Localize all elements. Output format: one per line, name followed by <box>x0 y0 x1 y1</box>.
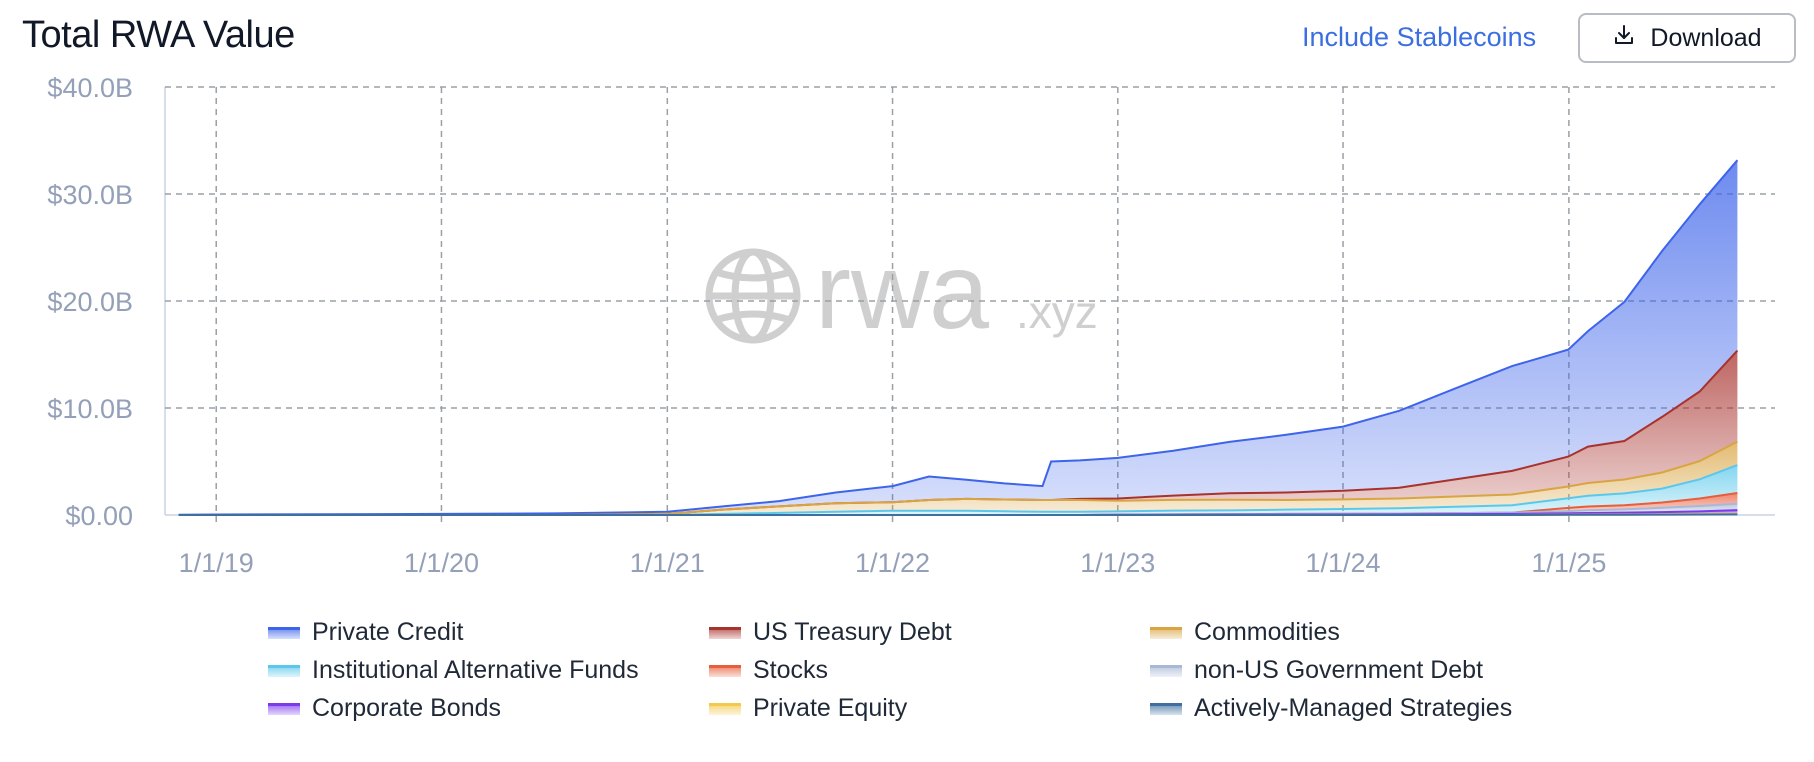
x-tick-label: 1/1/19 <box>179 548 254 578</box>
legend-label: non-US Government Debt <box>1194 656 1484 684</box>
legend-label: Private Credit <box>312 618 464 646</box>
page-title: Total RWA Value <box>22 14 295 56</box>
download-icon <box>1612 23 1636 54</box>
legend-label: Commodities <box>1194 618 1340 646</box>
area-commodities <box>178 441 1738 515</box>
legend-label: Private Equity <box>753 694 908 722</box>
watermark: rwa .xyz <box>705 230 1098 351</box>
x-axis: 1/1/19 1/1/20 1/1/21 1/1/22 1/1/23 1/1/24 1/1/… <box>179 548 1607 578</box>
x-tick-label: 1/1/21 <box>630 548 705 578</box>
line-private-credit <box>178 159 1739 516</box>
legend-swatch <box>709 702 741 715</box>
x-tick-label: 1/1/23 <box>1080 548 1155 578</box>
legend-item[interactable]: Institutional Alternative Funds <box>268 656 639 685</box>
legend-swatch <box>268 664 300 677</box>
y-tick-label: $40.0B <box>47 73 133 103</box>
watermark-text: rwa <box>815 230 990 351</box>
legend-swatch <box>709 664 741 677</box>
legend-item[interactable]: Commodities <box>1150 618 1340 647</box>
legend-item[interactable]: Corporate Bonds <box>268 694 501 723</box>
legend-item[interactable]: Actively-Managed Strategies <box>1150 694 1512 723</box>
legend-item[interactable]: Stocks <box>709 656 828 685</box>
include-stablecoins-toggle[interactable]: Include Stablecoins <box>1302 22 1537 52</box>
legend-label: US Treasury Debt <box>753 618 952 646</box>
legend-item[interactable]: non-US Government Debt <box>1150 656 1483 685</box>
legend-label: Stocks <box>753 656 829 684</box>
legend-label: Actively-Managed Strategies <box>1194 694 1513 722</box>
legend-swatch <box>268 702 300 715</box>
download-label: Download <box>1650 23 1762 52</box>
legend-swatch <box>268 626 300 639</box>
y-tick-label: $10.0B <box>47 394 133 424</box>
x-tick-label: 1/1/24 <box>1305 548 1380 578</box>
y-axis: $0.00 $10.0B $20.0B $30.0B $40.0B <box>47 73 133 531</box>
download-button[interactable]: Download <box>1578 13 1796 63</box>
y-tick-label: $0.00 <box>65 501 133 531</box>
line-actively-managed-strategies <box>178 513 1738 516</box>
legend-item[interactable]: US Treasury Debt <box>709 618 952 647</box>
legend-swatch <box>1150 664 1182 677</box>
series-areas <box>178 159 1739 516</box>
area-chart: rwa .xyz $0.00 $10.0B $20.0B $30.0B $40.0B 1… <box>47 73 1775 578</box>
legend-item[interactable]: Private Equity <box>709 694 907 723</box>
legend-swatch <box>1150 702 1182 715</box>
legend-item[interactable]: Private Credit <box>268 618 463 647</box>
y-tick-label: $30.0B <box>47 180 133 210</box>
legend-swatch <box>709 626 741 639</box>
globe-icon <box>705 248 801 344</box>
x-tick-label: 1/1/20 <box>404 548 479 578</box>
legend-label: Corporate Bonds <box>312 694 502 722</box>
legend-swatch <box>1150 626 1182 639</box>
y-tick-label: $20.0B <box>47 287 133 317</box>
x-tick-label: 1/1/25 <box>1531 548 1606 578</box>
watermark-suffix: .xyz <box>1016 286 1098 338</box>
x-tick-label: 1/1/22 <box>855 548 930 578</box>
legend-label: Institutional Alternative Funds <box>312 656 639 684</box>
